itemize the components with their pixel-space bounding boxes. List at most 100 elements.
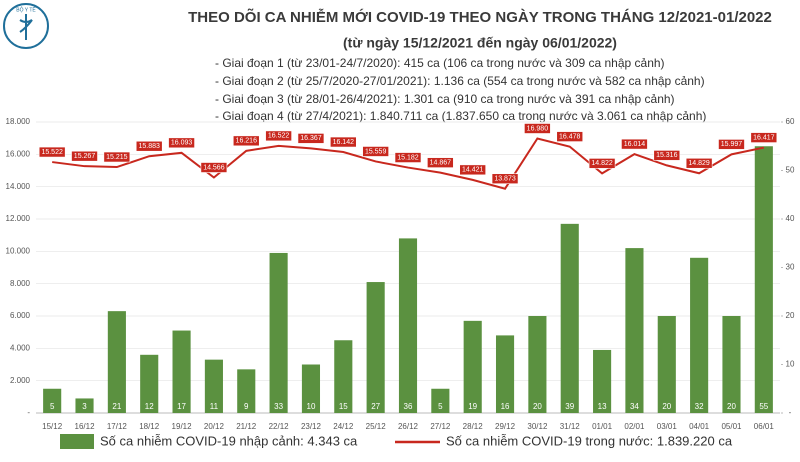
bar (301, 364, 321, 413)
bar (398, 238, 418, 413)
bar (431, 388, 450, 413)
line-value-label: 15.522 (41, 149, 63, 156)
y2-tick-label: 40 (786, 214, 795, 223)
logo-symbol (19, 14, 33, 40)
logo-text: BỘ Y TẾ (16, 6, 36, 13)
bar-value-label: 27 (371, 402, 380, 411)
bar-value-label: 20 (662, 402, 671, 411)
value-label-box (265, 130, 292, 142)
line-value-label: 16.522 (268, 133, 290, 140)
bar-value-label: 20 (533, 402, 542, 411)
y-tick-label: 4.000 (10, 343, 31, 352)
bar (754, 146, 773, 413)
x-tick-label: 31/12 (560, 422, 581, 431)
bar-value-label: 19 (468, 402, 477, 411)
bar (269, 252, 288, 413)
line-value-label: 16.142 (333, 139, 355, 146)
annotation: - Giai đoạn 4 (từ 27/4/2021): 1.840.711 … (215, 109, 706, 123)
value-label-box (427, 157, 454, 168)
value-label-box (362, 146, 389, 157)
bar (237, 369, 256, 413)
value-label-box (524, 123, 551, 134)
bar-value-label: 34 (630, 402, 639, 411)
value-label-box (556, 131, 584, 142)
value-label-box (621, 138, 648, 150)
x-tick-label: 04/01 (689, 422, 710, 431)
value-label-box (394, 152, 422, 163)
line (52, 137, 765, 190)
value-label-box (588, 158, 616, 169)
bar (75, 398, 94, 413)
bar-value-label: 21 (112, 402, 121, 411)
value-label-box (200, 162, 228, 173)
value-label-box (38, 146, 66, 158)
bar-value-label: 5 (50, 402, 55, 411)
bar (625, 248, 644, 413)
x-tick-label: 17/12 (107, 422, 128, 431)
bar-value-label: 11 (210, 402, 219, 411)
line-value-label: 14.566 (203, 164, 225, 171)
y2-tick-label: 30 (786, 263, 795, 272)
x-tick-label: 24/12 (333, 422, 354, 431)
line-value-label: 15.883 (139, 143, 161, 150)
bar (366, 282, 385, 413)
annotation: - Giai đoạn 1 (từ 23/01-24/7/2020): 415 … (215, 56, 665, 70)
value-label-box (103, 151, 131, 163)
bar (560, 223, 579, 413)
line-value-label: 13.873 (494, 176, 516, 183)
value-label-box (685, 157, 713, 169)
y-tick-label: 2.000 (10, 376, 31, 385)
bar-value-label: 20 (727, 402, 736, 411)
bar (593, 349, 612, 413)
y-tick-label: 12.000 (6, 214, 31, 223)
line-value-label: 16.478 (559, 133, 581, 140)
bar-value-label: 3 (82, 402, 87, 411)
x-tick-label: 16/12 (75, 422, 96, 431)
bar-value-label: 15 (339, 402, 348, 411)
value-label-box (168, 137, 195, 149)
x-tick-label: 30/12 (527, 422, 548, 431)
value-label-box (297, 133, 325, 144)
line-value-label: 15.182 (397, 154, 419, 161)
bar (528, 316, 547, 413)
x-tick-label: 01/01 (592, 422, 613, 431)
x-tick-label: 06/01 (754, 422, 775, 431)
bar (140, 354, 159, 413)
y-tick-label: 8.000 (10, 279, 31, 288)
bar-value-label: 32 (695, 402, 704, 411)
line-value-label: 16.367 (300, 135, 322, 142)
bar-value-label: 10 (307, 402, 316, 411)
x-tick-label: 21/12 (236, 422, 257, 431)
bar-value-label: 16 (501, 402, 510, 411)
line-value-label: 16.093 (171, 140, 193, 147)
line-value-label: 15.267 (74, 153, 96, 160)
y-tick-label: 14.000 (6, 182, 31, 191)
value-label-box (135, 140, 163, 152)
value-label-box (71, 150, 98, 162)
bar (334, 340, 353, 413)
line-value-label: 16.216 (236, 138, 258, 145)
line-value-label: 15.316 (656, 152, 678, 159)
chart-title: THEO DÕI CA NHIỄM MỚI COVID-19 THEO NGÀY… (188, 8, 772, 26)
bar-value-label: 17 (177, 402, 186, 411)
legend-swatch-bar (60, 434, 94, 449)
bar-value-label: 33 (274, 402, 283, 411)
x-tick-label: 18/12 (139, 422, 160, 431)
line-value-label: 14.421 (462, 167, 484, 174)
y-tick-label: 16.000 (6, 149, 31, 158)
y2-tick-label: - (789, 408, 792, 417)
line-value-label: 16.014 (624, 141, 646, 148)
x-tick-label: 03/01 (657, 422, 678, 431)
logo: BỘ Y TẾ (3, 3, 49, 49)
y2-tick-label: 20 (786, 311, 795, 320)
bar-value-label: 13 (598, 402, 607, 411)
bar-value-label: 39 (565, 402, 574, 411)
value-label-box (232, 135, 260, 147)
x-tick-label: 19/12 (172, 422, 193, 431)
x-tick-label: 28/12 (463, 422, 484, 431)
line-value-label: 16.417 (753, 134, 775, 141)
annotation: - Giai đoạn 2 (từ 25/7/2020-27/01/2021):… (215, 74, 705, 88)
legend-label: Số ca nhiễm COVID-19 trong nước: 1.839.2… (446, 433, 733, 448)
x-tick-label: 02/01 (624, 422, 645, 431)
